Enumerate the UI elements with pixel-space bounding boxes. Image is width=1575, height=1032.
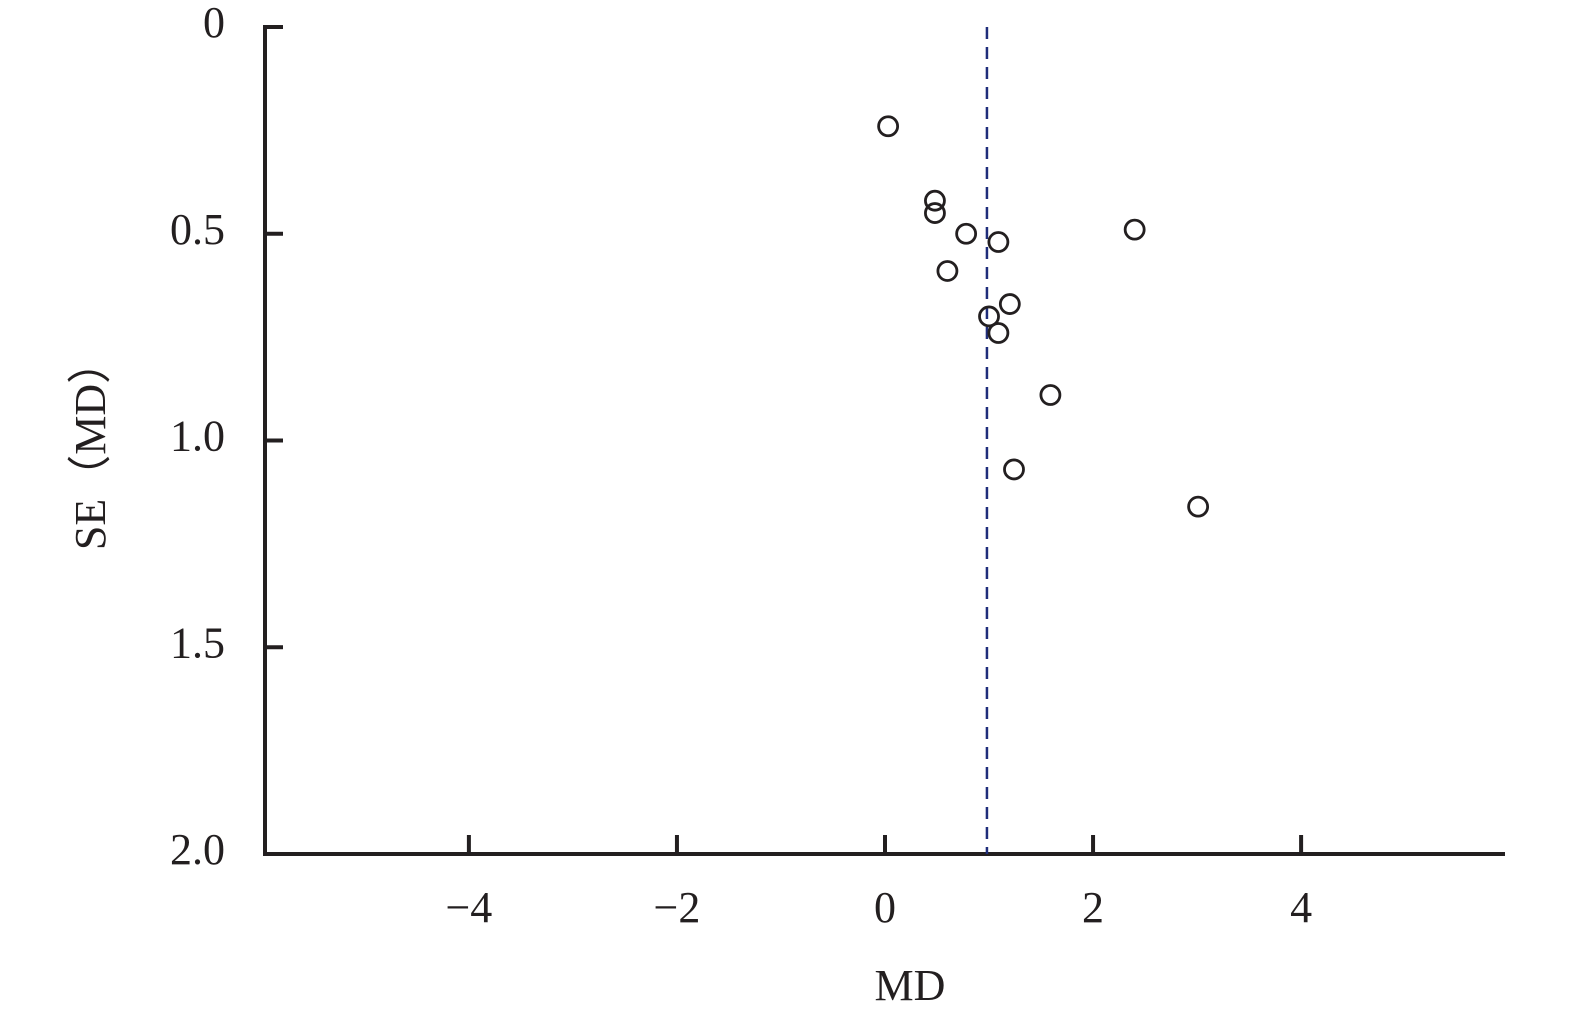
y-tick-label: 0: [203, 0, 225, 47]
x-tick-label: 0: [874, 883, 896, 932]
point: [987, 322, 1010, 344]
point: [998, 293, 1021, 315]
point: [1003, 458, 1025, 481]
point: [978, 305, 1000, 328]
point: [955, 222, 978, 245]
y-tick-label: 2.0: [170, 825, 225, 874]
x-tick-label: −2: [654, 883, 701, 932]
point: [924, 202, 946, 224]
y-tick-label: 1.0: [170, 412, 225, 461]
y-axis-label: SE（MD）: [66, 340, 115, 550]
x-tick-label: 2: [1082, 883, 1104, 932]
point: [1187, 495, 1210, 518]
point: [1039, 384, 1062, 406]
point: [987, 231, 1010, 253]
point: [1123, 218, 1146, 241]
x-tick-label: 4: [1290, 883, 1312, 932]
x-axis-label: MD: [875, 961, 946, 1010]
point: [877, 115, 900, 138]
y-tick-label: 1.5: [170, 618, 225, 667]
x-tick-label: −4: [445, 883, 492, 932]
point: [924, 189, 946, 212]
point: [936, 260, 959, 282]
y-tick-label: 0.5: [170, 205, 225, 254]
